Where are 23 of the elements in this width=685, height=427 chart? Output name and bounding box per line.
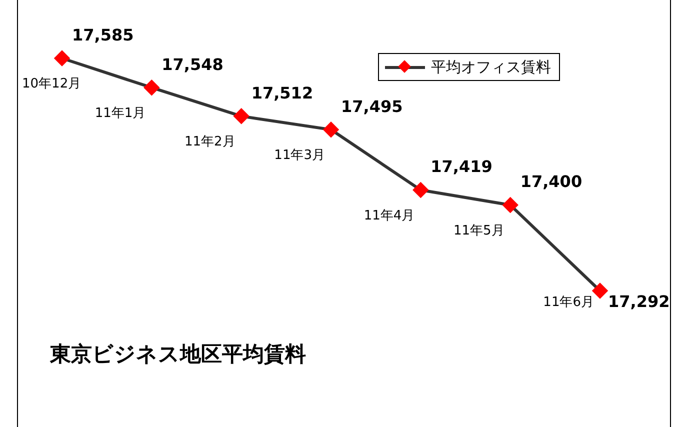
legend-label: 平均オフィス賃料 [431, 58, 551, 76]
point [234, 108, 249, 124]
point [502, 198, 518, 213]
data-label: 17,548 [162, 54, 224, 74]
data-label: 17,419 [430, 157, 492, 176]
x-tick-label: 10年12月 [22, 76, 82, 92]
data-label: 17,585 [72, 25, 134, 44]
data-label: 17,512 [251, 83, 314, 102]
data-label: 17,495 [341, 96, 403, 116]
data-label: 17,400 [520, 172, 582, 192]
x-tick-label: 11年2月 [184, 134, 236, 150]
point [592, 283, 608, 298]
x-tick-label: 11年1月 [94, 106, 146, 121]
data-label: 17,292 [608, 292, 670, 311]
point [54, 50, 70, 66]
point [324, 122, 338, 138]
x-tick-label: 11年6月 [543, 295, 594, 310]
x-tick-label: 11年3月 [274, 148, 326, 164]
x-tick-label: 11年5月 [454, 223, 504, 238]
x-tick-label: 11年4月 [364, 208, 415, 224]
point [413, 182, 428, 198]
point [144, 80, 160, 96]
text: 東京ビジネス地区平均賃料 [50, 341, 306, 368]
